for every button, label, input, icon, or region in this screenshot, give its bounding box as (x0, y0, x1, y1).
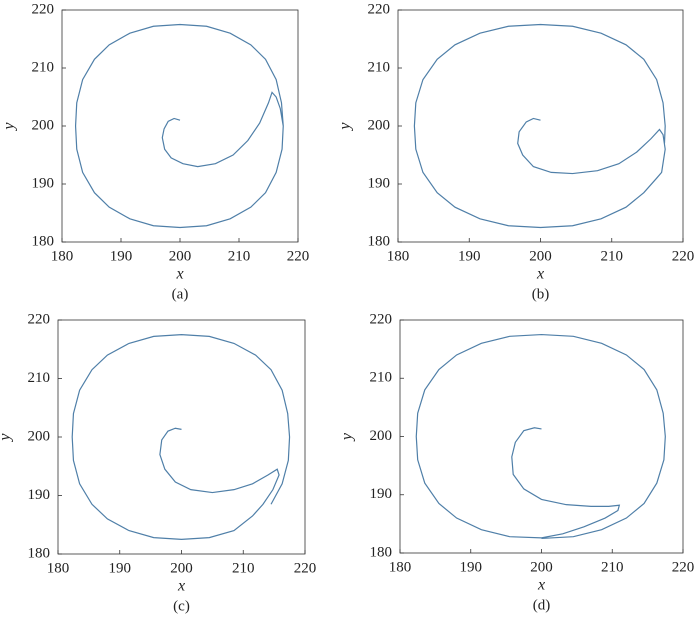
y-tick-label: 190 (32, 175, 55, 191)
plot-frame (57, 319, 306, 555)
panel-caption: (c) (173, 598, 190, 614)
x-tick-label: 220 (287, 248, 310, 264)
y-tick-label: 220 (32, 1, 55, 17)
y-tick-label: 190 (28, 487, 51, 503)
y-tick-label: 190 (368, 175, 391, 191)
y-tick-label: 180 (28, 545, 51, 561)
panel-caption: (a) (172, 286, 189, 302)
x-tick-label: 190 (110, 248, 133, 264)
x-tick-label: 200 (169, 248, 192, 264)
x-tick-label: 200 (170, 560, 193, 576)
plot-frame (397, 9, 684, 243)
panel-caption: (d) (533, 597, 551, 613)
trajectory (415, 333, 666, 540)
x-tick-label: 220 (294, 560, 317, 576)
x-tick-label: 210 (601, 559, 624, 575)
y-tick-label: 200 (28, 428, 51, 444)
y-tick-label: 220 (368, 1, 391, 17)
x-tick-label: 220 (672, 559, 695, 575)
plot-frame (399, 319, 684, 554)
y-tick-label: 180 (370, 544, 393, 560)
x-axis-label: x (537, 577, 545, 594)
y-tick-label: 210 (32, 59, 55, 75)
trajectory (71, 334, 291, 540)
y-tick-label: 220 (28, 311, 51, 327)
x-tick-label: 180 (47, 560, 70, 576)
x-tick-label: 210 (601, 248, 624, 264)
x-axis-label: x (536, 266, 544, 283)
y-tick-label: 210 (370, 370, 393, 386)
x-tick-label: 180 (387, 248, 410, 264)
x-tick-label: 200 (530, 559, 553, 575)
y-tick-label: 190 (370, 486, 393, 502)
x-tick-label: 210 (228, 248, 251, 264)
x-tick-label: 180 (389, 559, 412, 575)
x-tick-label: 190 (109, 560, 132, 576)
y-tick-label: 180 (368, 233, 391, 249)
y-tick-label: 210 (368, 59, 391, 75)
x-tick-label: 190 (458, 248, 481, 264)
y-tick-label: 200 (370, 428, 393, 444)
x-tick-label: 210 (232, 560, 255, 576)
x-tick-label: 190 (460, 559, 483, 575)
y-tick-label: 210 (28, 370, 51, 386)
y-tick-label: 200 (32, 117, 55, 133)
y-axis-label: y (337, 122, 354, 132)
trajectory (74, 23, 284, 229)
x-tick-label: 200 (529, 248, 552, 264)
y-tick-label: 180 (32, 233, 55, 249)
panel-caption: (b) (532, 286, 550, 302)
y-axis-label: y (0, 433, 14, 443)
y-axis-label: y (1, 122, 18, 132)
x-axis-label: x (175, 266, 183, 283)
y-tick-label: 200 (368, 117, 391, 133)
x-tick-label: 180 (51, 248, 74, 264)
y-axis-label: y (339, 432, 356, 442)
trajectory (413, 23, 666, 229)
plot-frame (61, 9, 299, 243)
y-tick-label: 220 (370, 311, 393, 327)
x-axis-label: x (177, 578, 185, 595)
x-tick-label: 220 (672, 248, 695, 264)
